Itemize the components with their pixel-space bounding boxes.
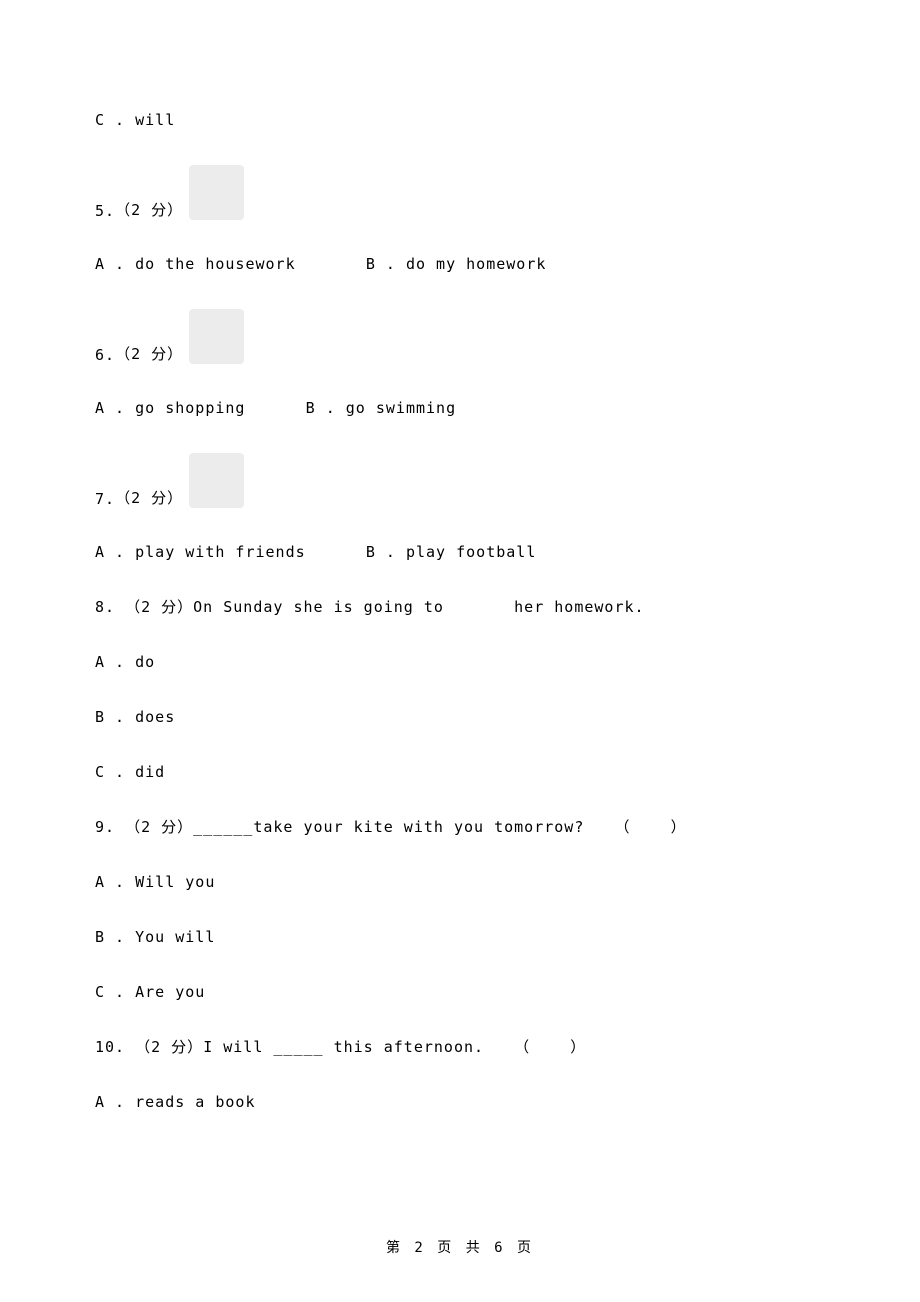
q5-options: A . do the housework B . do my homework — [95, 254, 825, 275]
homework-kid-image — [189, 165, 244, 220]
gap — [296, 255, 366, 273]
q8-stem: 8. （2 分）On Sunday she is going to her ho… — [95, 597, 825, 618]
q5-option-b: B . do my homework — [366, 255, 547, 273]
q10-stem: 10. （2 分）I will _____ this afternoon. （ … — [95, 1037, 825, 1058]
q8-points: （2 分） — [125, 598, 193, 616]
q10-option-a: A . reads a book — [95, 1092, 825, 1113]
q10-text: I will _____ this afternoon. （ ） — [203, 1038, 586, 1056]
q5-option-a: A . do the housework — [95, 255, 296, 273]
q7-number: 7. — [95, 490, 115, 508]
q7-stem: 7. （2 分） — [95, 453, 825, 508]
q6-stem: 6. （2 分） — [95, 309, 825, 364]
q7-options: A . play with friends B . play football — [95, 542, 825, 563]
q10-number: 10. — [95, 1038, 125, 1056]
q9-stem: 9. （2 分）______take your kite with you to… — [95, 817, 825, 838]
q9-number: 9. — [95, 818, 115, 836]
q7-option-a: A . play with friends — [95, 543, 306, 561]
gap — [306, 543, 366, 561]
q8-option-c: C . did — [95, 762, 825, 783]
q8-number: 8. — [95, 598, 115, 616]
q10-points: （2 分） — [135, 1038, 203, 1056]
q7-points: （2 分） — [115, 487, 183, 508]
q8-option-b: B . does — [95, 707, 825, 728]
play-football-image — [189, 453, 244, 508]
q9-option-b: B . You will — [95, 927, 825, 948]
q4-option-c: C . will — [95, 110, 825, 131]
page-root: C . will 5. （2 分） A . do the housework B… — [0, 0, 920, 1302]
q5-number: 5. — [95, 202, 115, 220]
q9-text: ______take your kite with you tomorrow? … — [193, 818, 686, 836]
swimming-sun-image — [189, 309, 244, 364]
q6-option-a: A . go shopping — [95, 399, 245, 417]
page-footer: 第 2 页 共 6 页 — [0, 1237, 920, 1257]
q6-number: 6. — [95, 346, 115, 364]
q8-text: On Sunday she is going to her homework. — [193, 598, 644, 616]
gap — [245, 399, 305, 417]
q6-points: （2 分） — [115, 343, 183, 364]
q6-options: A . go shopping B . go swimming — [95, 398, 825, 419]
q8-option-a: A . do — [95, 652, 825, 673]
q7-option-b: B . play football — [366, 543, 537, 561]
q5-stem: 5. （2 分） — [95, 165, 825, 220]
q9-option-a: A . Will you — [95, 872, 825, 893]
q6-option-b: B . go swimming — [306, 399, 456, 417]
q9-points: （2 分） — [125, 818, 193, 836]
q9-option-c: C . Are you — [95, 982, 825, 1003]
q5-points: （2 分） — [115, 199, 183, 220]
